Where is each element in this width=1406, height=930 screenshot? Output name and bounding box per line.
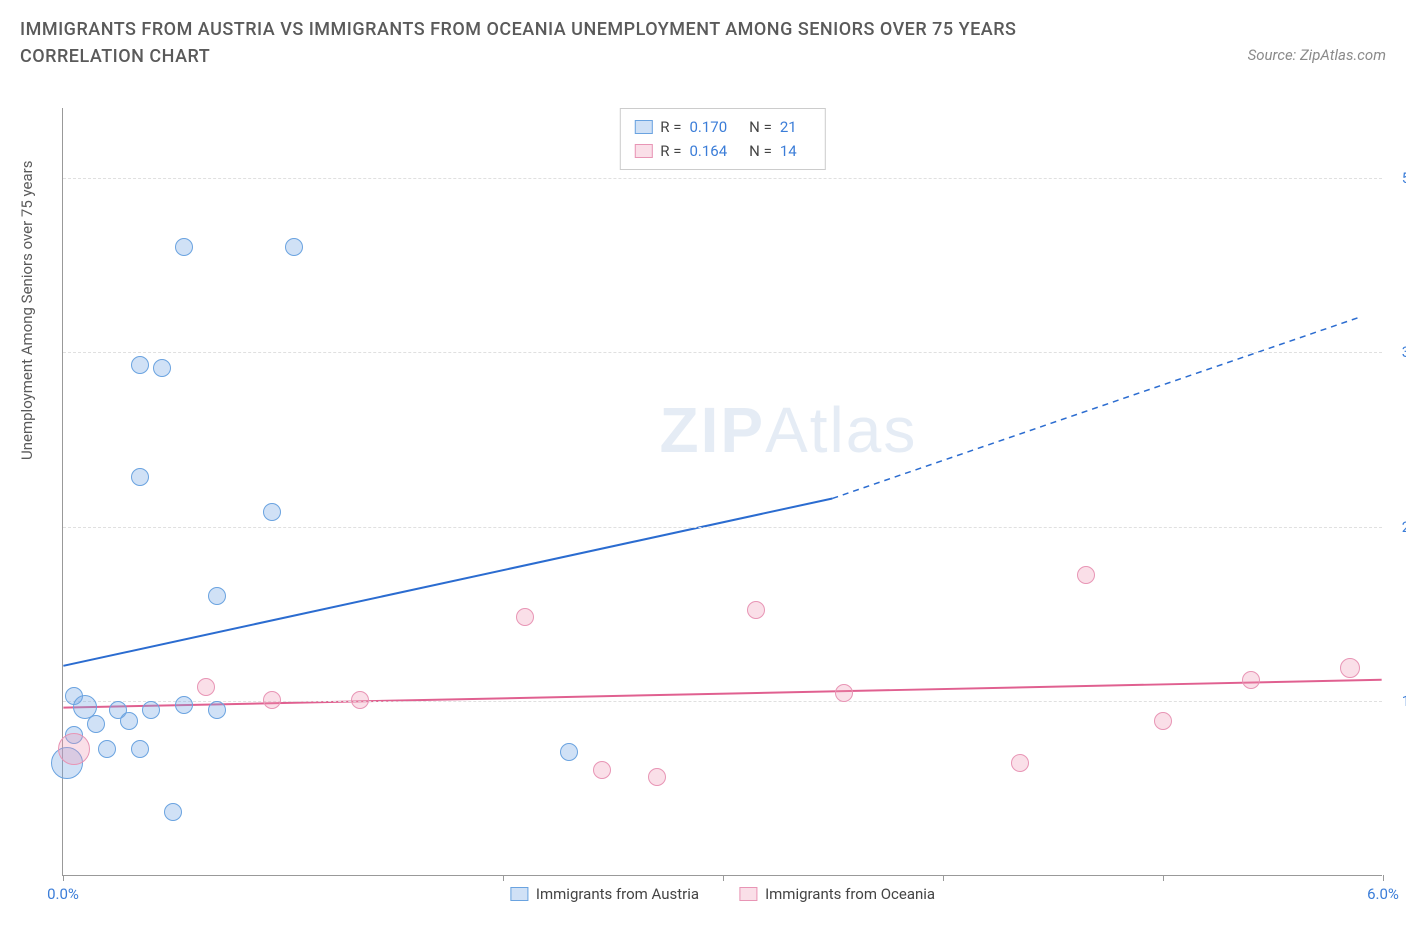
legend-label-austria: Immigrants from Austria — [536, 885, 699, 903]
trend-line-dashed-austria — [832, 317, 1359, 498]
watermark: ZIPAtlas — [660, 393, 918, 467]
legend-item-oceania: Immigrants from Oceania — [739, 885, 935, 903]
data-point-austria — [87, 715, 105, 733]
data-point-oceania — [516, 608, 534, 626]
x-tick — [943, 875, 944, 881]
legend-item-austria: Immigrants from Austria — [510, 885, 699, 903]
gridline — [63, 527, 1382, 528]
data-point-austria — [131, 740, 149, 758]
legend-row-austria: R = 0.170 N = 21 — [634, 115, 810, 139]
source-attribution: Source: ZipAtlas.com — [1248, 46, 1386, 64]
data-point-austria — [131, 468, 149, 486]
x-tick — [63, 875, 64, 881]
x-tick — [1163, 875, 1164, 881]
data-point-oceania — [835, 684, 853, 702]
legend-label-oceania: Immigrants from Oceania — [765, 885, 935, 903]
scatter-chart: ZIPAtlas R = 0.170 N = 21 R = 0.164 N = … — [62, 108, 1382, 876]
data-point-oceania — [1154, 712, 1172, 730]
data-point-austria — [560, 743, 578, 761]
x-tick — [723, 875, 724, 881]
x-tick-label: 0.0% — [47, 885, 79, 903]
data-point-austria — [98, 740, 116, 758]
swatch-blue — [634, 120, 652, 134]
swatch-blue — [510, 887, 528, 901]
gridline — [63, 178, 1382, 179]
data-point-oceania — [1340, 658, 1360, 678]
r-label: R = — [660, 115, 681, 139]
data-point-austria — [208, 701, 226, 719]
correlation-legend: R = 0.170 N = 21 R = 0.164 N = 14 — [619, 108, 825, 170]
x-tick-label: 6.0% — [1367, 885, 1399, 903]
gridline — [63, 352, 1382, 353]
data-point-austria — [263, 503, 281, 521]
data-point-oceania — [351, 691, 369, 709]
data-point-austria — [285, 238, 303, 256]
data-point-oceania — [593, 761, 611, 779]
data-point-austria — [208, 587, 226, 605]
data-point-oceania — [263, 691, 281, 709]
y-tick-label: 12.5% — [1402, 692, 1406, 710]
swatch-pink — [634, 144, 652, 158]
data-point-oceania — [1077, 566, 1095, 584]
y-tick-label: 37.5% — [1402, 343, 1406, 361]
data-point-oceania — [197, 678, 215, 696]
n-label: N = — [749, 115, 772, 139]
data-point-oceania — [58, 733, 90, 765]
trend-line-oceania — [63, 680, 1381, 708]
y-tick-label: 25.0% — [1402, 518, 1406, 536]
chart-title: IMMIGRANTS FROM AUSTRIA VS IMMIGRANTS FR… — [20, 16, 1120, 70]
x-tick — [503, 875, 504, 881]
n-value-austria: 21 — [780, 115, 797, 139]
data-point-austria — [120, 712, 138, 730]
y-axis-label: Unemployment Among Seniors over 75 years — [18, 161, 36, 460]
r-label: R = — [660, 139, 681, 163]
data-point-austria — [175, 238, 193, 256]
series-legend: Immigrants from Austria Immigrants from … — [510, 885, 935, 903]
legend-row-oceania: R = 0.164 N = 14 — [634, 139, 810, 163]
gridline — [63, 701, 1382, 702]
data-point-austria — [175, 696, 193, 714]
data-point-oceania — [1242, 671, 1260, 689]
data-point-oceania — [747, 601, 765, 619]
data-point-austria — [142, 701, 160, 719]
r-value-oceania: 0.164 — [689, 139, 727, 163]
r-value-austria: 0.170 — [689, 115, 727, 139]
data-point-austria — [153, 359, 171, 377]
n-label: N = — [749, 139, 772, 163]
data-point-oceania — [648, 768, 666, 786]
y-tick-label: 50.0% — [1402, 169, 1406, 187]
data-point-austria — [164, 803, 182, 821]
data-point-oceania — [1011, 754, 1029, 772]
data-point-austria — [131, 356, 149, 374]
n-value-oceania: 14 — [780, 139, 797, 163]
trend-line-austria — [63, 498, 832, 665]
trend-lines — [63, 108, 1382, 875]
swatch-pink — [739, 887, 757, 901]
x-tick — [1383, 875, 1384, 881]
